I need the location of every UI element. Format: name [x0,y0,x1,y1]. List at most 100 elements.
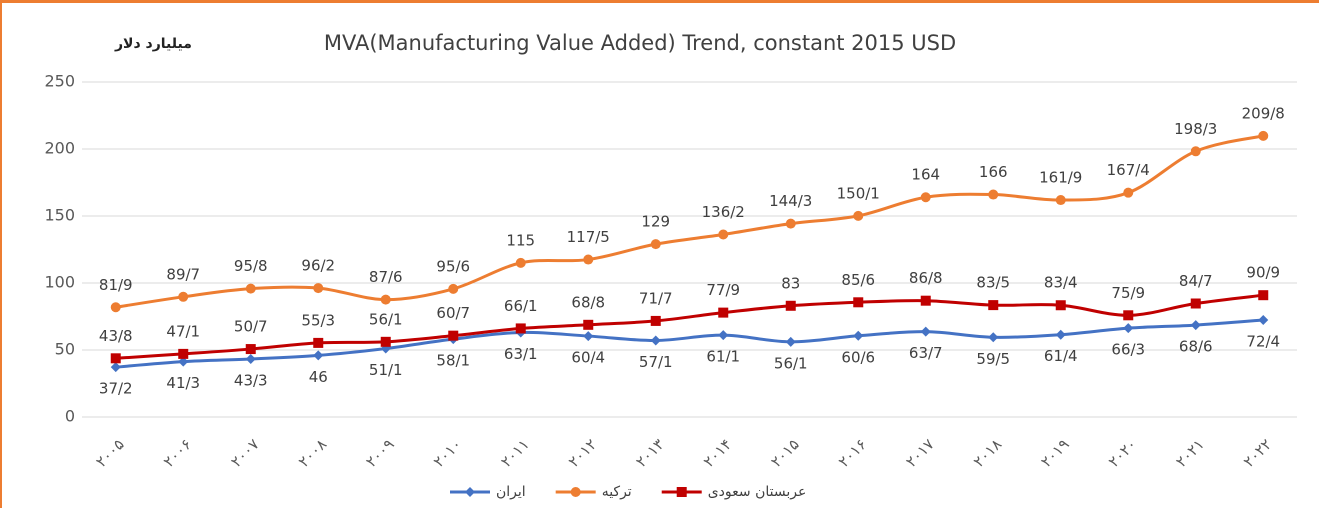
marker [988,189,999,200]
marker [785,218,796,229]
marker [920,295,931,306]
data-label: 117/5 [567,228,610,246]
data-label: 56/1 [774,354,808,372]
marker [448,283,459,294]
data-label: 136/2 [702,203,745,221]
x-tick-label: ۲۰۰۸ [295,435,331,471]
x-tick-label: ۲۰۲۰ [1105,435,1141,471]
marker [988,332,999,343]
marker [785,300,796,311]
data-label: 46 [309,368,328,386]
data-label: 129 [641,213,670,231]
x-tick-label: ۲۰۰۶ [160,435,196,471]
marker [1055,329,1066,340]
data-label: 86/8 [909,269,943,287]
data-label: 60/4 [571,349,605,367]
x-tick-label: ۲۰۱۱ [497,435,533,471]
marker [1055,300,1066,311]
data-label: 63/1 [504,345,538,363]
marker [718,307,729,318]
marker [1123,187,1134,198]
legend-label: ترکیه [602,484,632,500]
x-tick-label: ۲۰۱۳ [632,435,668,471]
data-label: 96/2 [301,257,335,275]
marker [1258,290,1269,301]
marker [313,337,324,348]
marker [853,297,864,308]
marker [920,192,931,203]
marker [178,291,189,302]
data-label: 66/3 [1111,341,1145,359]
data-label: 83/5 [976,274,1010,292]
data-label: 209/8 [1242,104,1285,122]
marker [583,331,594,342]
y-tick-label: 100 [44,273,75,292]
marker [853,330,864,341]
marker [178,356,189,367]
data-label: 58/1 [436,352,470,370]
data-label: 60/6 [841,348,875,366]
x-tick-label: ۲۰۰۷ [227,435,263,471]
data-label: 83 [781,274,800,292]
data-label: 85/6 [841,271,875,289]
x-tick-label: ۲۰۱۸ [970,435,1006,471]
legend-label: ایران [496,484,526,500]
x-tick-label: ۲۰۰۵ [92,435,128,471]
marker [515,323,526,334]
x-tick-label: ۲۰۱۹ [1037,435,1073,471]
marker [650,335,661,346]
data-label: 83/4 [1044,274,1078,292]
data-label: 68/8 [571,293,605,311]
data-label: 72/4 [1246,332,1280,350]
marker [110,302,121,313]
marker [380,294,391,305]
data-label: 68/6 [1179,338,1213,356]
series-line [115,293,1264,360]
data-label: 161/9 [1039,169,1082,187]
data-label: 166 [979,163,1008,181]
marker [583,254,594,265]
marker [313,283,324,294]
marker [1190,298,1201,309]
data-label: 77/9 [706,281,740,299]
data-label: 47/1 [166,322,200,340]
data-label: 115 [506,231,535,249]
data-label: 150/1 [837,184,880,202]
marker [313,350,324,361]
data-label: 164 [911,166,940,184]
data-label: 50/7 [234,318,268,336]
marker [245,283,256,294]
data-label: 66/1 [504,297,538,315]
data-label: 75/9 [1111,284,1145,302]
x-tick-label: ۲۰۱۷ [902,435,938,471]
marker [1123,310,1134,321]
x-tick-label: ۲۰۲۲ [1240,435,1276,471]
data-label: 81/9 [99,276,133,294]
x-tick-label: ۲۰۱۶ [835,435,871,471]
marker [920,326,931,337]
marker [515,257,526,268]
x-tick-label: ۲۰۱۲ [565,435,601,471]
marker [650,315,661,326]
data-label: 95/6 [436,257,470,275]
marker [1190,320,1201,331]
data-label: 84/7 [1179,272,1213,290]
y-tick-label: 250 [44,72,75,91]
data-label: 89/7 [166,265,200,283]
data-label: 61/1 [706,348,740,366]
marker [1258,314,1269,325]
data-label: 144/3 [769,192,812,210]
data-label: 167/4 [1107,161,1150,179]
marker [1258,130,1269,141]
legend-marker [570,487,581,497]
x-tick-label: ۲۰۱۴ [700,435,736,471]
x-tick-label: ۲۰۰۹ [362,435,398,471]
data-label: 95/8 [234,257,268,275]
y-axis-label: میلیارد دلار [114,36,192,52]
data-label: 63/7 [909,344,943,362]
y-tick-label: 200 [44,139,75,158]
marker [380,336,391,347]
data-label: 59/5 [976,350,1010,368]
marker [988,300,999,311]
y-tick-label: 50 [55,340,75,359]
